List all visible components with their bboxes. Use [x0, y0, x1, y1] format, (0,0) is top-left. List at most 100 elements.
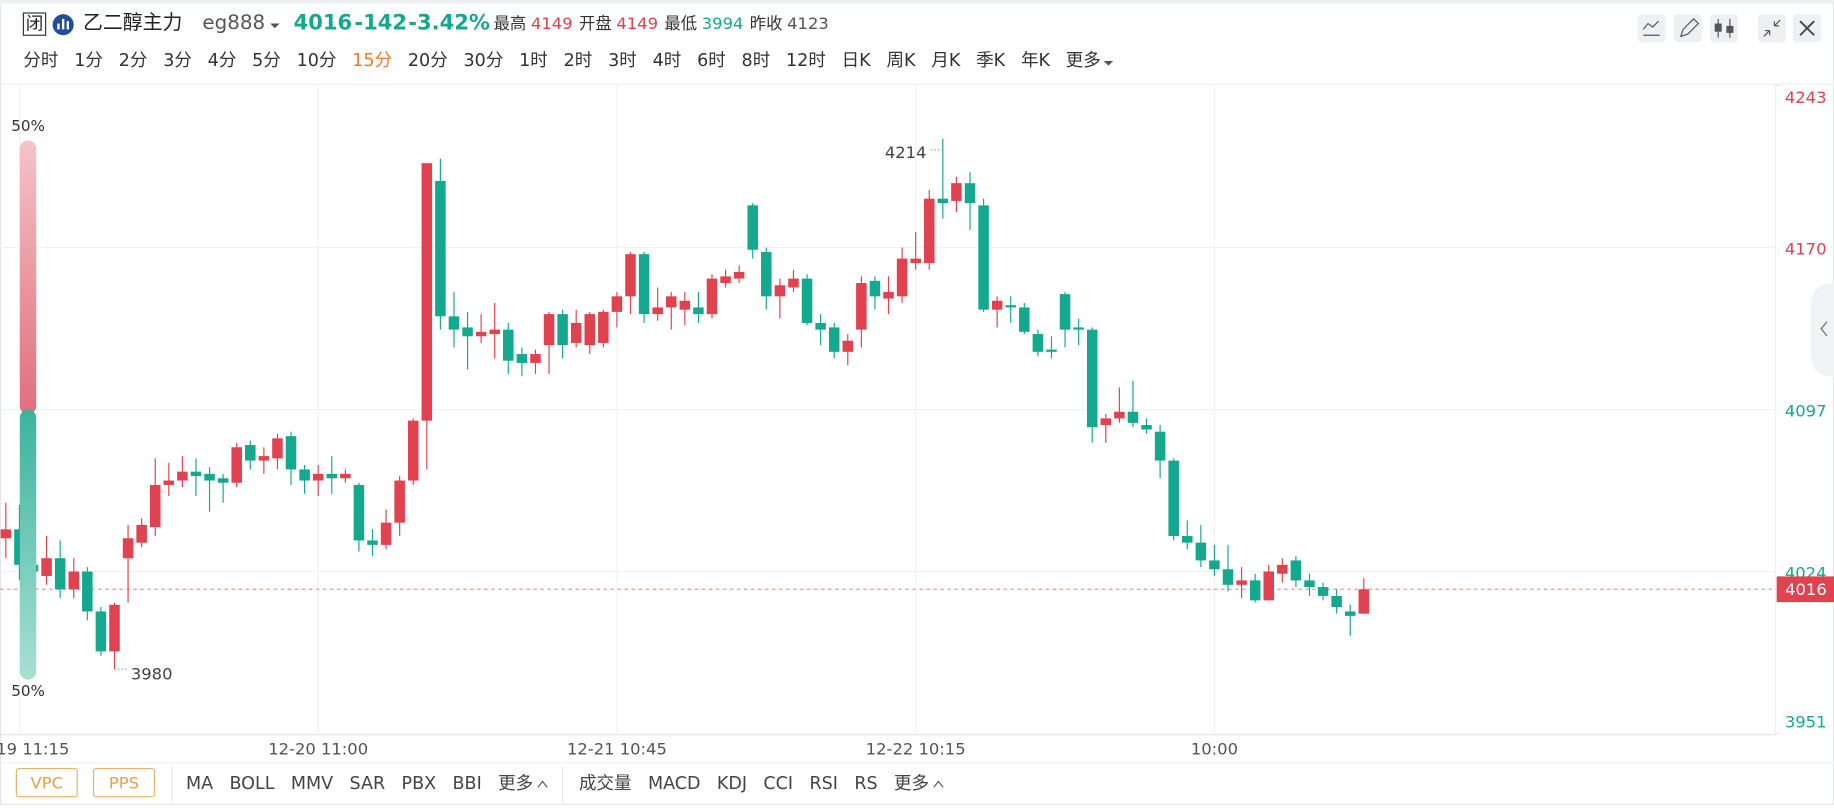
candle-body: [272, 438, 283, 459]
candle-body: [801, 278, 813, 323]
period-tab[interactable]: 1时: [519, 51, 548, 71]
candle-body: [1086, 329, 1098, 428]
stat-value: 3994: [702, 14, 744, 33]
candle-body: [82, 571, 93, 612]
candle-body: [54, 558, 66, 590]
indicator-boxed[interactable]: PPS: [109, 773, 139, 792]
indicator[interactable]: MMV: [291, 774, 333, 794]
indicator[interactable]: RSI: [809, 774, 837, 794]
candle-body: [475, 331, 487, 337]
indicator[interactable]: MA: [186, 774, 213, 794]
indicator[interactable]: KDJ: [717, 774, 747, 794]
period-tab[interactable]: 12时: [786, 51, 826, 71]
annotation: 3980: [131, 665, 173, 684]
candle-body: [1127, 411, 1139, 423]
candle-body: [937, 198, 949, 204]
indicator[interactable]: CCI: [763, 774, 793, 794]
candle-body: [598, 311, 609, 343]
period-tab[interactable]: 5分: [252, 51, 281, 71]
gauge-sell: [19, 409, 37, 680]
period-tab[interactable]: 30分: [464, 51, 504, 71]
indicator[interactable]: BBI: [453, 774, 482, 794]
tool-button[interactable]: [1757, 14, 1787, 43]
indicator[interactable]: RS: [854, 774, 877, 794]
candle-body: [733, 271, 745, 279]
tool-icon: [1679, 18, 1700, 38]
period-tab[interactable]: 4时: [653, 51, 682, 71]
period-tab[interactable]: 更多: [1066, 51, 1101, 71]
candle-body: [1032, 334, 1044, 352]
candle-body: [516, 354, 528, 363]
period-tab[interactable]: 日K: [842, 51, 872, 71]
period-tab[interactable]: 6时: [697, 51, 726, 71]
indicator-box[interactable]: [92, 768, 155, 798]
candle-body: [774, 285, 786, 297]
indicator-boxed[interactable]: VPC: [31, 773, 63, 792]
change-pct: -3.42%: [408, 10, 490, 35]
tool-icon: [1763, 19, 1781, 37]
period-tab[interactable]: 季K: [976, 51, 1006, 71]
indicator[interactable]: 更多: [894, 774, 929, 794]
period-tab[interactable]: 1分: [74, 51, 103, 71]
candle-body: [136, 524, 147, 543]
period-tab[interactable]: 3时: [608, 51, 637, 71]
instrument-code[interactable]: eg888: [202, 11, 265, 34]
period-tab[interactable]: 15分: [352, 51, 392, 71]
candle-body: [109, 604, 120, 652]
candle-body: [245, 445, 256, 461]
candle-body: [14, 529, 25, 565]
gauge-label: 50%: [11, 682, 45, 700]
indicator[interactable]: PBX: [402, 774, 437, 794]
candle-body: [1046, 349, 1057, 352]
tool-button[interactable]: [1637, 14, 1666, 43]
tool-icon: [1799, 20, 1815, 36]
period-tab[interactable]: 周K: [886, 51, 916, 71]
toolbar-icons: [1637, 14, 1822, 43]
indicator[interactable]: BOLL: [229, 774, 274, 794]
candle-body: [217, 478, 229, 483]
candle-body: [489, 329, 500, 335]
period-tab[interactable]: 20分: [408, 51, 448, 71]
period-tab[interactable]: 3分: [163, 51, 192, 71]
dropdown-caret: [1103, 60, 1114, 66]
candle-body: [326, 473, 338, 479]
candle-body: [665, 296, 677, 308]
candle-body: [1236, 580, 1247, 585]
indicator[interactable]: 成交量: [579, 774, 632, 794]
tool-button[interactable]: [1710, 14, 1739, 43]
tab-chevron: [1820, 321, 1828, 337]
candle-body: [367, 540, 378, 545]
candle-body: [41, 558, 52, 576]
period-tab[interactable]: 月K: [931, 51, 961, 71]
period-tab[interactable]: 10分: [297, 51, 337, 71]
candle-body: [448, 316, 460, 330]
indicator[interactable]: MACD: [648, 774, 701, 794]
candle-body: [1304, 580, 1315, 588]
indicator-box[interactable]: [15, 768, 78, 798]
top-border: [0, 0, 1834, 4]
period-tab[interactable]: 8时: [742, 51, 771, 71]
indicator[interactable]: 更多: [498, 774, 533, 794]
candle-body: [1141, 425, 1152, 430]
symbol-icon: 闭: [26, 15, 44, 35]
stat-value: 4149: [531, 14, 573, 33]
stat-label: 开盘: [579, 14, 612, 33]
indicator[interactable]: SAR: [350, 774, 386, 794]
last-price-badge: [1776, 576, 1834, 603]
candle-body: [991, 300, 1003, 310]
candle-body: [964, 183, 976, 204]
dropdown-caret[interactable]: [270, 23, 280, 29]
candle-body: [543, 314, 555, 346]
stat-label: 最低: [664, 14, 697, 33]
tool-icon: [1714, 23, 1722, 32]
period-tab[interactable]: 2分: [119, 51, 148, 71]
period-tab[interactable]: 4分: [208, 51, 237, 71]
candle-body: [869, 280, 881, 297]
period-tab[interactable]: 年K: [1021, 51, 1051, 71]
instrument-name[interactable]: 乙二醇主力: [83, 11, 182, 34]
period-tab[interactable]: 2时: [564, 51, 593, 71]
period-tab[interactable]: 分时: [23, 51, 58, 71]
candle-body: [706, 278, 718, 315]
tool-button[interactable]: [1673, 14, 1702, 43]
